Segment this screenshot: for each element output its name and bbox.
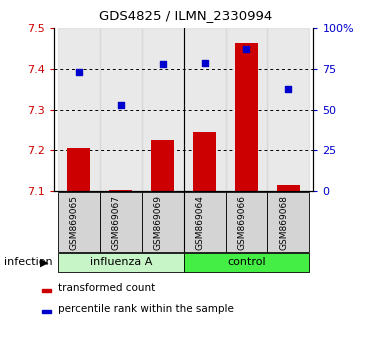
Text: GSM869069: GSM869069 [154, 195, 163, 250]
Bar [267, 192, 309, 252]
Bar [184, 28, 226, 191]
Text: ▶: ▶ [40, 257, 48, 268]
Bar [226, 28, 267, 191]
Bar [193, 132, 216, 191]
Bar [68, 148, 91, 191]
Text: infection: infection [4, 257, 52, 268]
Point [201, 60, 207, 65]
Text: percentile rank within the sample: percentile rank within the sample [58, 304, 234, 314]
Point [160, 61, 166, 67]
Text: GSM869066: GSM869066 [237, 195, 246, 250]
Text: GSM869064: GSM869064 [196, 195, 204, 250]
Bar [109, 190, 132, 191]
Point [285, 86, 291, 91]
Bar [235, 42, 258, 191]
Bar [58, 253, 184, 272]
Text: GSM869065: GSM869065 [70, 195, 79, 250]
Text: transformed count: transformed count [58, 282, 155, 293]
Text: GSM869067: GSM869067 [112, 195, 121, 250]
Point [118, 102, 124, 108]
Bar [277, 185, 300, 191]
Bar [58, 192, 100, 252]
Bar [184, 192, 226, 252]
Text: GSM869068: GSM869068 [279, 195, 288, 250]
Bar [267, 28, 309, 191]
Bar [226, 192, 267, 252]
Bar [142, 192, 184, 252]
Bar [100, 28, 142, 191]
Bar [42, 310, 51, 313]
Bar [42, 289, 51, 292]
Point [243, 47, 249, 52]
Bar [184, 253, 309, 272]
Bar [100, 192, 142, 252]
Text: GDS4825 / ILMN_2330994: GDS4825 / ILMN_2330994 [99, 9, 272, 22]
Bar [151, 140, 174, 191]
Text: influenza A: influenza A [90, 257, 152, 268]
Point [76, 69, 82, 75]
Bar [142, 28, 184, 191]
Bar [58, 28, 100, 191]
Text: control: control [227, 257, 266, 268]
